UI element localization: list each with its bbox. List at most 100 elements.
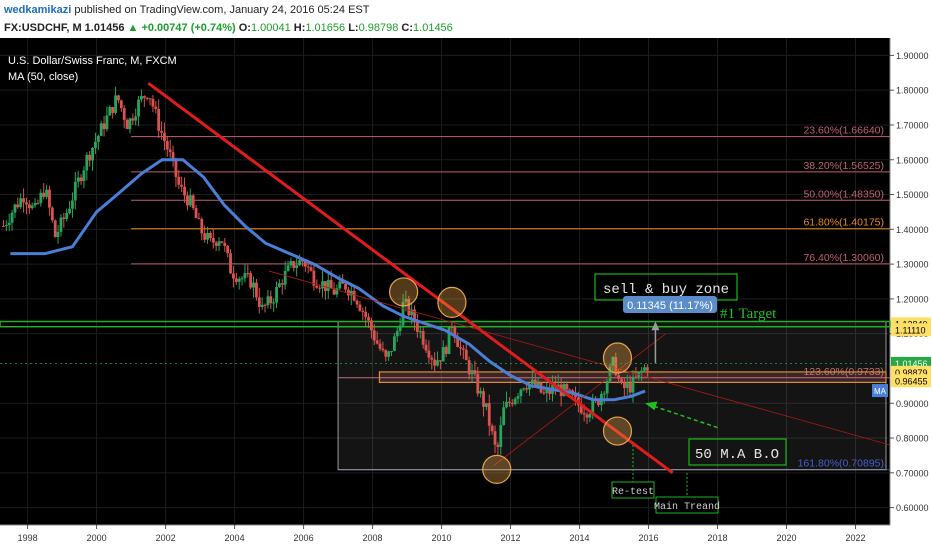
candle-body (332, 288, 336, 295)
chart-title: U.S. Dollar/Swiss Franc, M, FXCM (8, 55, 177, 67)
candle-body (62, 217, 66, 219)
candle-body (496, 444, 500, 447)
author-link[interactable]: wedkamikazi (4, 4, 72, 16)
candle-body (53, 220, 57, 238)
candle-body (375, 340, 379, 344)
candle-body (470, 370, 474, 375)
candle-body (505, 401, 508, 408)
candle-body (324, 281, 327, 291)
price-change: +0.00747 (+0.74%) (141, 22, 236, 34)
candle-body (117, 95, 120, 101)
x-tick-label: 1998 (18, 533, 38, 543)
candle-body (482, 391, 485, 407)
candle-body (548, 390, 552, 394)
candle-body (36, 202, 40, 204)
publish-info: wedkamikazi published on TradingView.com… (4, 4, 370, 16)
measure-badge[interactable] (623, 296, 717, 313)
candle-body (315, 285, 319, 288)
last-price: 1.01456 (84, 22, 125, 34)
ma-line (10, 158, 646, 402)
candle-body (145, 97, 149, 99)
candle-body (191, 195, 195, 208)
candle-body (30, 205, 34, 209)
price-chart[interactable]: 23.60%(1.66640) 38.20%(1.56525) 50.00%(1.4… (0, 38, 932, 550)
candle-body (59, 217, 63, 232)
candle-body (94, 141, 97, 148)
candle-body (453, 327, 457, 338)
candle-body (447, 327, 451, 354)
candle-body (48, 189, 51, 208)
candle-body (194, 207, 198, 219)
x-tick-label: 2018 (708, 533, 728, 543)
candle-body (597, 399, 600, 406)
candle-body (424, 344, 428, 351)
candle-body (464, 349, 468, 361)
candle-body (381, 348, 385, 351)
y-tick-label: 0.80000 (896, 434, 929, 444)
candle-body (68, 208, 71, 214)
candle-body (413, 309, 416, 323)
main-trend-box[interactable] (655, 496, 719, 514)
candle-body (151, 99, 155, 107)
candle-body (622, 382, 626, 389)
low-label: L: (348, 22, 359, 34)
candle-body (585, 414, 589, 418)
candle-body (263, 304, 267, 306)
candle-body (364, 311, 368, 317)
x-tick-label: 2012 (501, 533, 521, 543)
y-tick-label: 0.60000 (896, 503, 929, 513)
highlight-circle (482, 454, 512, 484)
candle-body (329, 279, 333, 289)
publish-text: published on TradingView.com, January 24… (74, 4, 370, 16)
candle-body (257, 297, 261, 307)
time-axis (0, 525, 932, 550)
candle-body (260, 304, 264, 307)
price-tag-label: 0.96455 (895, 376, 928, 386)
candle-body (200, 219, 204, 234)
candle-body (617, 375, 621, 379)
candle-body (582, 413, 586, 415)
candle-body (237, 278, 241, 282)
highlight-circle (602, 342, 633, 374)
fib-level-label: 161.80%(0.70895) (798, 458, 884, 470)
candle-body (234, 278, 238, 282)
candle-body (487, 403, 491, 426)
price-tag-bg (891, 323, 931, 337)
candle-body (640, 370, 644, 372)
candle-body (507, 401, 511, 403)
candle-body (102, 123, 106, 130)
retest-box[interactable] (611, 481, 655, 499)
candle-body (484, 403, 488, 407)
ma-bo-box[interactable] (688, 438, 787, 466)
candle-body (605, 381, 609, 394)
x-tick-label: 2022 (845, 533, 865, 543)
candle-body (128, 118, 132, 130)
candle-body (476, 373, 480, 394)
candle-body (393, 336, 396, 351)
candle-body (229, 253, 232, 274)
candle-body (318, 287, 322, 289)
candle-body (355, 300, 359, 305)
candle-body (444, 347, 448, 354)
candle-body (211, 238, 215, 243)
candle-body (2, 225, 5, 227)
candle-body (111, 107, 115, 113)
candle-body (631, 376, 635, 393)
candle-body (186, 195, 189, 206)
candle-body (565, 384, 569, 390)
candle-body (275, 286, 278, 303)
candle-body (459, 347, 462, 349)
candle-body (206, 232, 209, 240)
candle-body (203, 233, 207, 240)
candle-body (280, 283, 284, 285)
candle-body (220, 241, 224, 243)
open-label: O: (238, 22, 251, 34)
candle-body (82, 170, 86, 182)
candle-body (306, 266, 310, 268)
candle-body (410, 309, 414, 316)
candle-body (493, 431, 497, 445)
candle-body (33, 202, 37, 206)
candle-body (171, 152, 175, 159)
fib-level-label: 38.20%(1.56525) (803, 160, 884, 172)
high-value: 1.01656 (305, 22, 346, 34)
